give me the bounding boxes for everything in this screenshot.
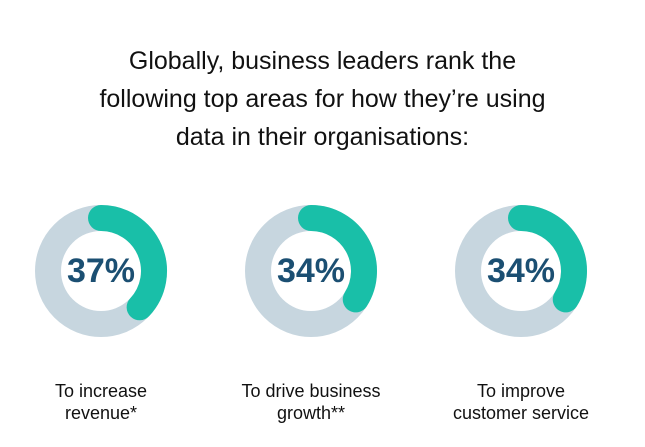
title-line-1: Globally, business leaders rank the: [128, 47, 517, 75]
category-label-increase-revenue: To increase revenue*: [6, 380, 196, 424]
category-label-line: To increase: [54, 381, 148, 401]
donut-chart-increase-revenue: 37%: [35, 205, 167, 337]
title-line-2: following top areas for how they’re usin…: [99, 85, 546, 113]
category-label-line: To improve: [476, 381, 566, 401]
donut-svg: [245, 205, 377, 337]
donut-value-label: 34%: [276, 252, 346, 290]
title-line-3: data in their organisations:: [175, 123, 470, 151]
category-label-customer-service: To improve customer service: [426, 380, 616, 424]
donut-chart-drive-growth: 34%: [245, 205, 377, 337]
donut-value-label: 37%: [66, 252, 136, 290]
donut-arc: [88, 205, 167, 321]
donut-svg: [35, 205, 167, 337]
category-label-line: revenue*: [64, 403, 138, 423]
category-label-drive-growth: To drive business growth**: [216, 380, 406, 424]
donut-chart-customer-service: 34%: [455, 205, 587, 337]
category-label-line: customer service: [452, 403, 590, 423]
category-label-line: To drive business: [241, 381, 381, 401]
page-title: Globally, business leaders rank the foll…: [0, 42, 645, 156]
donut-arc: [508, 205, 587, 313]
category-label-line: growth**: [276, 403, 346, 423]
donut-value-label: 34%: [486, 252, 556, 290]
donut-arc: [298, 205, 377, 313]
donut-svg: [455, 205, 587, 337]
